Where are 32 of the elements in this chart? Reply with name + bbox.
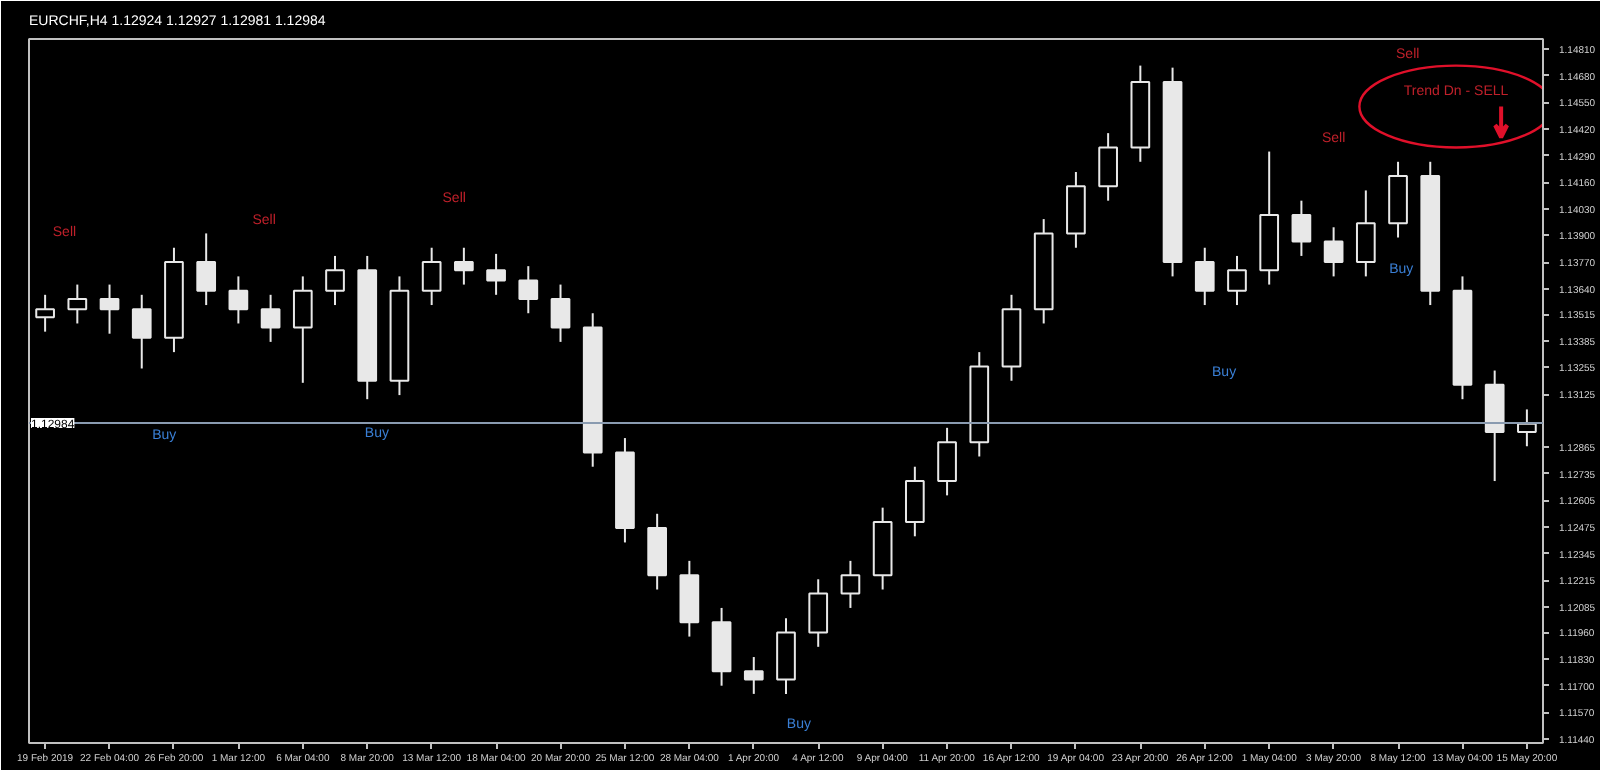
candlestick xyxy=(131,293,152,370)
candlestick xyxy=(454,246,474,286)
candlestick xyxy=(1066,171,1086,249)
candlestick xyxy=(647,512,668,591)
candlestick xyxy=(1291,199,1312,257)
candlestick xyxy=(1517,408,1537,448)
candlestick xyxy=(743,656,764,695)
candlestick xyxy=(1098,132,1118,202)
candlestick xyxy=(292,275,313,384)
candlestick xyxy=(1484,369,1505,483)
candlestick xyxy=(808,578,829,648)
candlestick xyxy=(67,283,88,325)
candlestick xyxy=(1323,226,1344,278)
candlestick xyxy=(550,283,571,343)
candlestick xyxy=(1388,160,1408,239)
candlestick xyxy=(1355,189,1376,278)
candlestick xyxy=(196,232,217,307)
candlestick xyxy=(486,252,506,296)
candlestick xyxy=(518,265,539,315)
candlestick xyxy=(99,283,120,335)
candlestick xyxy=(260,293,281,343)
candlestick xyxy=(421,246,442,307)
candlestick xyxy=(776,617,796,695)
candlestick xyxy=(904,465,925,538)
candlestick xyxy=(228,275,249,325)
candlestick xyxy=(1227,254,1247,307)
candlestick xyxy=(937,426,957,497)
candlestick xyxy=(1194,246,1215,307)
candlestick xyxy=(35,293,55,333)
candlestick xyxy=(840,559,861,609)
candlestick xyxy=(325,254,345,307)
candlestick xyxy=(679,559,700,638)
